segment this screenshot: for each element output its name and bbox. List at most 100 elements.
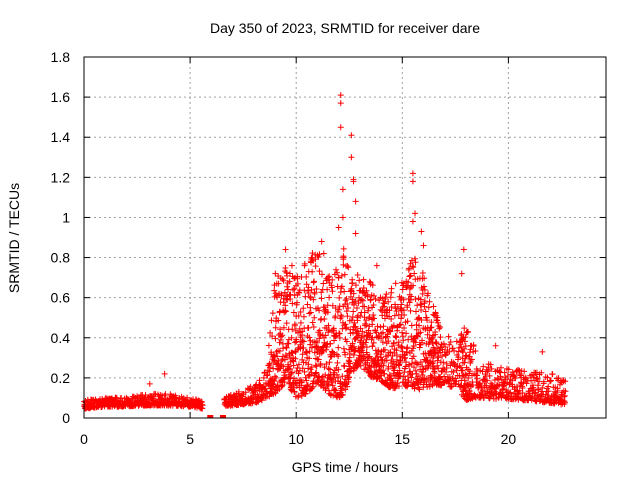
data-point	[367, 296, 374, 303]
data-point	[279, 332, 286, 339]
data-point	[366, 323, 373, 330]
data-point	[269, 333, 276, 340]
data-point	[288, 370, 295, 377]
data-point	[349, 296, 356, 303]
data-point	[388, 285, 395, 292]
data-point	[409, 170, 416, 177]
data-point	[348, 154, 355, 161]
data-point	[379, 339, 386, 346]
data-point	[437, 334, 444, 341]
data-point	[396, 322, 403, 329]
data-point	[398, 343, 405, 350]
data-point	[353, 327, 360, 334]
data-point	[271, 373, 278, 380]
data-point	[367, 330, 374, 337]
data-point	[320, 280, 327, 287]
data-point	[354, 271, 361, 278]
data-point	[412, 255, 419, 262]
data-point	[468, 356, 475, 363]
data-point	[307, 304, 314, 311]
data-point	[324, 302, 331, 309]
data-point	[404, 344, 411, 351]
data-point	[297, 319, 304, 326]
data-point	[320, 348, 327, 355]
data-point	[357, 312, 364, 319]
data-point	[389, 353, 396, 360]
data-point	[383, 291, 390, 298]
data-point	[270, 365, 277, 372]
data-point	[118, 395, 125, 402]
data-point	[291, 388, 298, 395]
data-point	[440, 359, 447, 366]
data-point	[339, 391, 346, 398]
y-tick-label: 0.8	[51, 250, 71, 266]
data-point	[316, 307, 323, 314]
data-point	[480, 363, 487, 370]
data-point	[402, 376, 409, 383]
data-point	[289, 369, 296, 376]
data-point	[421, 286, 428, 293]
data-point	[408, 293, 415, 300]
data-point	[496, 368, 503, 375]
data-point	[416, 322, 423, 329]
data-point	[311, 290, 318, 297]
data-point	[300, 344, 307, 351]
data-point	[431, 366, 438, 373]
data-point	[451, 347, 458, 354]
data-point	[427, 324, 434, 331]
data-point	[370, 292, 377, 299]
data-point	[496, 381, 503, 388]
data-point	[313, 339, 320, 346]
data-point	[379, 304, 386, 311]
data-point	[372, 296, 379, 303]
data-point	[334, 269, 341, 276]
data-point	[271, 377, 278, 384]
data-point	[335, 366, 342, 373]
data-point	[432, 331, 439, 338]
data-point	[306, 348, 313, 355]
data-point	[394, 379, 401, 386]
data-point	[295, 361, 302, 368]
data-point	[326, 359, 333, 366]
data-point	[290, 309, 297, 316]
data-point	[339, 186, 346, 193]
data-point	[328, 379, 335, 386]
data-point	[457, 341, 464, 348]
data-point	[374, 353, 381, 360]
data-point	[430, 344, 437, 351]
chart-title: Day 350 of 2023, SRMTID for receiver dar…	[210, 20, 480, 36]
data-point	[260, 374, 267, 381]
data-point	[282, 246, 289, 253]
x-tick-label: 5	[186, 431, 194, 447]
data-point	[289, 300, 296, 307]
data-point	[299, 356, 306, 363]
data-point	[348, 132, 355, 139]
data-point	[308, 364, 315, 371]
data-point	[410, 343, 417, 350]
data-point	[365, 307, 372, 314]
data-point	[325, 365, 332, 372]
data-point	[412, 367, 419, 374]
data-point	[335, 344, 342, 351]
data-point	[376, 297, 383, 304]
data-point	[313, 285, 320, 292]
data-point	[435, 323, 442, 330]
data-point	[505, 366, 512, 373]
data-point	[359, 328, 366, 335]
y-tick-label: 1.8	[51, 49, 71, 65]
data-point	[507, 389, 514, 396]
data-point	[329, 382, 336, 389]
data-point	[357, 362, 364, 369]
data-point	[414, 302, 421, 309]
data-point	[342, 386, 349, 393]
data-point	[379, 312, 386, 319]
data-point	[407, 307, 414, 314]
data-point	[305, 324, 312, 331]
data-point	[295, 312, 302, 319]
data-point	[466, 388, 473, 395]
data-point	[428, 324, 435, 331]
data-point	[373, 262, 380, 269]
data-point	[327, 340, 334, 347]
data-point	[351, 324, 358, 331]
data-point	[363, 287, 370, 294]
